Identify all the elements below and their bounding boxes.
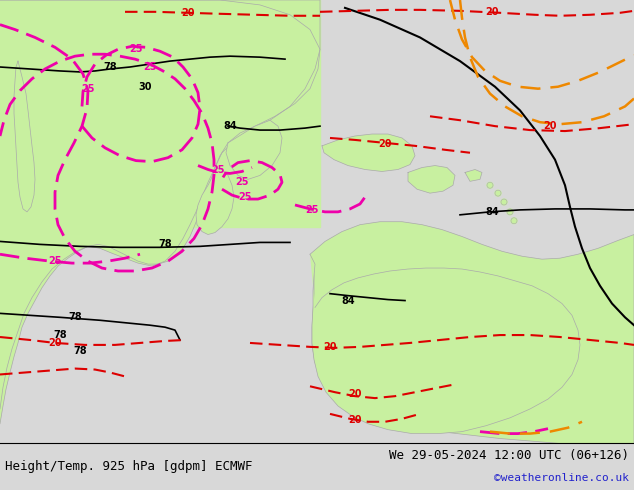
Text: 78: 78 [103, 62, 117, 72]
Circle shape [487, 182, 493, 188]
Polygon shape [408, 166, 455, 193]
Text: 78: 78 [53, 330, 67, 340]
Polygon shape [0, 0, 320, 227]
Text: 20: 20 [543, 121, 557, 131]
Polygon shape [310, 254, 580, 434]
Polygon shape [226, 120, 282, 179]
Text: 25: 25 [211, 166, 224, 175]
Circle shape [495, 190, 501, 196]
Text: 20: 20 [348, 415, 362, 425]
Text: 20: 20 [181, 8, 195, 18]
Text: ©weatheronline.co.uk: ©weatheronline.co.uk [494, 473, 629, 483]
Text: 20: 20 [378, 139, 392, 149]
Polygon shape [465, 170, 482, 181]
Text: 25: 25 [48, 256, 61, 266]
Text: 25: 25 [81, 84, 94, 94]
Circle shape [511, 218, 517, 224]
Polygon shape [310, 221, 634, 443]
Text: 25: 25 [305, 205, 319, 215]
Polygon shape [0, 0, 320, 424]
Text: 78: 78 [68, 312, 82, 322]
Text: Height/Temp. 925 hPa [gdpm] ECMWF: Height/Temp. 925 hPa [gdpm] ECMWF [5, 460, 252, 473]
Circle shape [507, 209, 513, 215]
Polygon shape [196, 168, 234, 235]
Text: 20: 20 [48, 338, 61, 348]
Text: 84: 84 [341, 295, 355, 306]
Polygon shape [0, 0, 320, 409]
Polygon shape [14, 61, 35, 212]
Text: 20: 20 [485, 7, 499, 17]
Text: 20: 20 [323, 342, 337, 352]
Text: 25: 25 [235, 177, 249, 187]
Text: 84: 84 [485, 207, 499, 217]
Text: 25: 25 [238, 192, 252, 202]
Text: 20: 20 [348, 389, 362, 399]
Text: 78: 78 [73, 346, 87, 356]
Text: We 29-05-2024 12:00 UTC (06+126): We 29-05-2024 12:00 UTC (06+126) [389, 448, 629, 462]
Text: 84: 84 [223, 121, 237, 131]
Text: 25: 25 [143, 62, 157, 72]
Text: 25: 25 [129, 44, 143, 54]
Text: 78: 78 [158, 240, 172, 249]
Polygon shape [322, 134, 415, 172]
Circle shape [501, 199, 507, 205]
Text: 30: 30 [138, 82, 152, 92]
